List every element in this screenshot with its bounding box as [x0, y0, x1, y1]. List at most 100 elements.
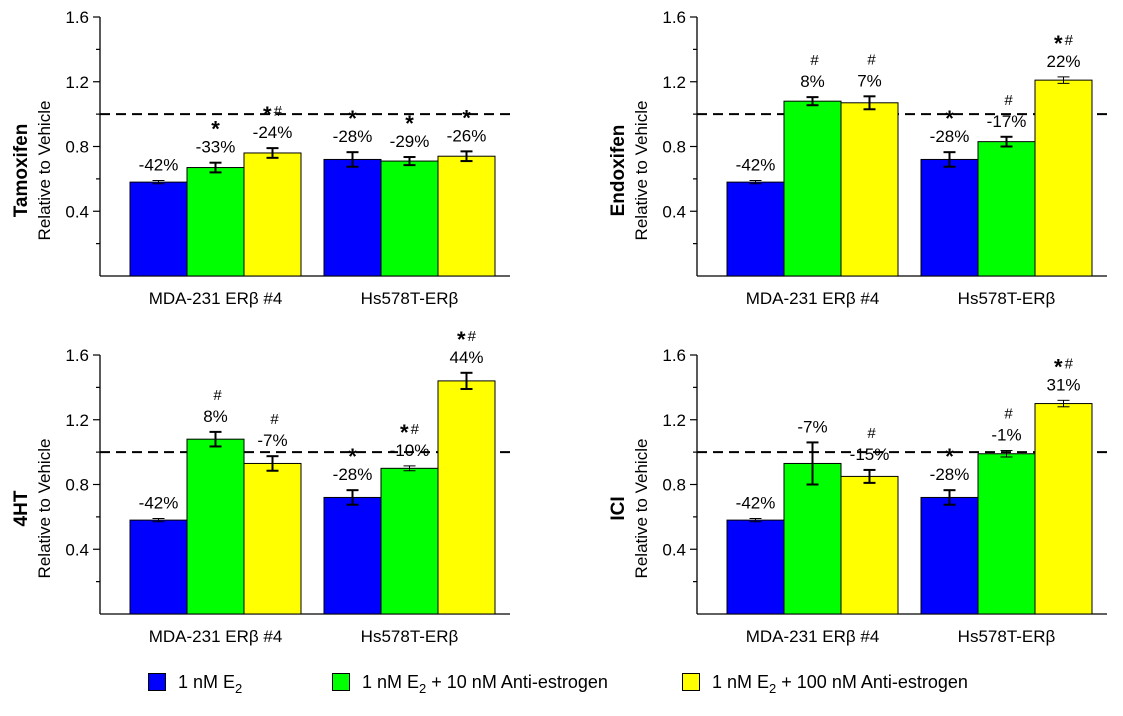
bar — [186, 167, 245, 277]
y-tick-label: 0.8 — [662, 476, 686, 495]
legend-item-e2: 1 nM E2 — [148, 670, 243, 696]
significance-star: * — [945, 444, 954, 469]
data-label: -7% — [257, 431, 287, 450]
bar — [977, 453, 1036, 615]
data-label: -24% — [253, 123, 293, 142]
bar — [783, 100, 842, 277]
y-tick-label: 0.4 — [662, 540, 686, 559]
significance-star: * — [462, 105, 471, 130]
y-tick-label: 0.4 — [65, 202, 89, 221]
category-label: Hs578T-ERβ — [361, 289, 459, 308]
y-tick-label: 1.6 — [662, 8, 686, 27]
y-tick-label: 1.6 — [65, 346, 89, 365]
significance-star: * — [1054, 31, 1063, 56]
significance-mark: * # — [263, 102, 283, 127]
data-label: -1% — [991, 426, 1021, 445]
bar — [783, 462, 842, 615]
data-label: -42% — [139, 493, 179, 512]
data-label: -28% — [930, 127, 970, 146]
data-label: 31% — [1046, 375, 1080, 394]
significance-hash: # — [867, 51, 876, 68]
data-label: -7% — [797, 417, 827, 436]
bar — [840, 102, 899, 277]
data-label: 8% — [800, 72, 825, 91]
significance-mark: * — [405, 111, 414, 136]
bar — [380, 467, 439, 615]
data-label: -17% — [987, 112, 1027, 131]
significance-mark: * — [211, 117, 220, 142]
data-label: -28% — [333, 465, 373, 484]
y-tick-label: 0.4 — [65, 540, 89, 559]
significance-star: * — [211, 117, 220, 142]
significance-mark: * — [945, 444, 954, 469]
legend-label-e2-100nm: 1 nM E2 + 100 nM Anti-estrogen — [712, 671, 968, 696]
y-axis-label: Relative to Vehicle — [35, 101, 54, 241]
bar — [920, 158, 979, 277]
significance-hash: # — [213, 387, 222, 404]
significance-mark: # — [810, 52, 819, 69]
significance-star: * — [405, 111, 414, 136]
bar — [186, 438, 245, 615]
bar — [1034, 79, 1093, 277]
significance-mark: * — [348, 106, 357, 131]
significance-star: * — [457, 327, 466, 352]
y-tick-label: 0.4 — [662, 202, 686, 221]
bar — [380, 160, 439, 277]
significance-mark: # — [867, 425, 876, 442]
data-label: -42% — [736, 493, 776, 512]
significance-star: * — [945, 106, 954, 131]
significance-hash: # — [1065, 355, 1074, 372]
significance-hash: # — [270, 411, 279, 428]
significance-mark: # — [1004, 92, 1013, 109]
data-label: -42% — [736, 155, 776, 174]
significance-hash: # — [867, 425, 876, 442]
bar — [323, 158, 382, 277]
y-tick-label: 1.2 — [65, 411, 89, 430]
legend-swatch-e2-10nm — [332, 673, 350, 691]
y-tick-label: 0.8 — [65, 476, 89, 495]
significance-mark: # — [1004, 406, 1013, 423]
significance-mark: * # — [1054, 354, 1074, 379]
significance-star: * — [1054, 354, 1063, 379]
legend-label-e2: 1 nM E2 — [178, 671, 243, 696]
data-label: 22% — [1046, 52, 1080, 71]
chart-panel-1: 0.4 0.8 1.2 1.6 Relative to VehicleEndoxifen… — [608, 8, 1107, 308]
y-tick-label: 1.2 — [662, 73, 686, 92]
significance-star: * — [348, 106, 357, 131]
category-label: MDA-231 ERβ #4 — [746, 627, 880, 646]
bar — [437, 155, 496, 277]
bar — [977, 141, 1036, 277]
legend-label-e2-10nm: 1 nM E2 + 10 nM Anti-estrogen — [362, 671, 608, 696]
legend-item-e2-100nm: 1 nM E2 + 100 nM Anti-estrogen — [682, 670, 968, 696]
significance-hash: # — [810, 52, 819, 69]
y-tick-label: 1.6 — [662, 346, 686, 365]
y-tick-label: 0.8 — [662, 138, 686, 157]
significance-star: * — [348, 444, 357, 469]
significance-hash: # — [1065, 32, 1074, 49]
y-tick-label: 0.8 — [65, 138, 89, 157]
data-label: 44% — [449, 348, 483, 367]
significance-hash: # — [411, 421, 420, 438]
category-label: MDA-231 ERβ #4 — [149, 627, 283, 646]
y-tick-label: 1.2 — [662, 411, 686, 430]
significance-mark: * # — [400, 420, 420, 445]
data-label: -26% — [447, 126, 487, 145]
category-label: MDA-231 ERβ #4 — [149, 289, 283, 308]
legend-swatch-e2 — [148, 673, 166, 691]
significance-mark: # — [270, 411, 279, 428]
bar — [726, 181, 785, 277]
y-axis-label: Relative to Vehicle — [632, 439, 651, 579]
legend-item-e2-10nm: 1 nM E2 + 10 nM Anti-estrogen — [332, 670, 608, 696]
y-axis-label: Relative to Vehicle — [632, 101, 651, 241]
bar — [920, 496, 979, 615]
significance-star: * — [263, 102, 272, 127]
y-tick-label: 1.6 — [65, 8, 89, 27]
bar — [243, 462, 302, 615]
data-label: -29% — [390, 132, 430, 151]
category-label: Hs578T-ERβ — [361, 627, 459, 646]
data-label: -28% — [333, 127, 373, 146]
significance-hash: # — [274, 103, 283, 120]
bar — [437, 380, 496, 615]
bar — [323, 496, 382, 615]
